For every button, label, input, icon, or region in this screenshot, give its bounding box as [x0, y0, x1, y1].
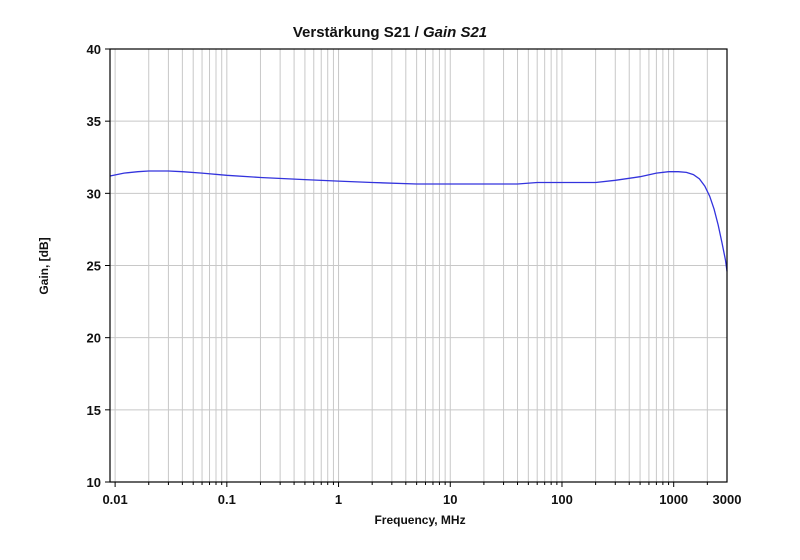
y-tick-label: 30 — [87, 186, 101, 201]
y-axis-label: Gain, [dB] — [37, 237, 51, 294]
x-tick-label: 1000 — [659, 492, 688, 507]
y-tick-label: 25 — [87, 259, 101, 274]
x-axis-label: Frequency, MHz — [374, 513, 465, 527]
y-tick-label: 10 — [87, 475, 101, 490]
x-tick-labels: 0.01 0.1 1 10 100 1000 3000 — [102, 492, 741, 507]
plot-frame — [109, 48, 728, 483]
x-tick-label: 0.01 — [102, 492, 127, 507]
y-tick-label: 35 — [87, 114, 101, 129]
x-tick-label: 10 — [443, 492, 457, 507]
grid-lines — [110, 48, 727, 483]
chart-title-italic: Gain S21 — [423, 24, 487, 41]
y-tick-label: 20 — [87, 331, 101, 346]
x-tick-label: 0.1 — [218, 492, 236, 507]
x-tick-label: 1 — [335, 492, 342, 507]
gain-series-line — [109, 170, 728, 272]
chart-title: Verstärkung S21 / Gain S21 — [293, 24, 487, 41]
y-tick-label: 15 — [87, 403, 101, 418]
x-tick-label: 3000 — [713, 492, 742, 507]
chart-title-main: Verstärkung S21 / — [293, 24, 423, 41]
y-tick-labels: 10 15 20 25 30 35 40 — [87, 42, 101, 490]
series-layer — [109, 170, 728, 272]
y-tick-label: 40 — [87, 42, 101, 57]
x-tick-label: 100 — [551, 492, 573, 507]
